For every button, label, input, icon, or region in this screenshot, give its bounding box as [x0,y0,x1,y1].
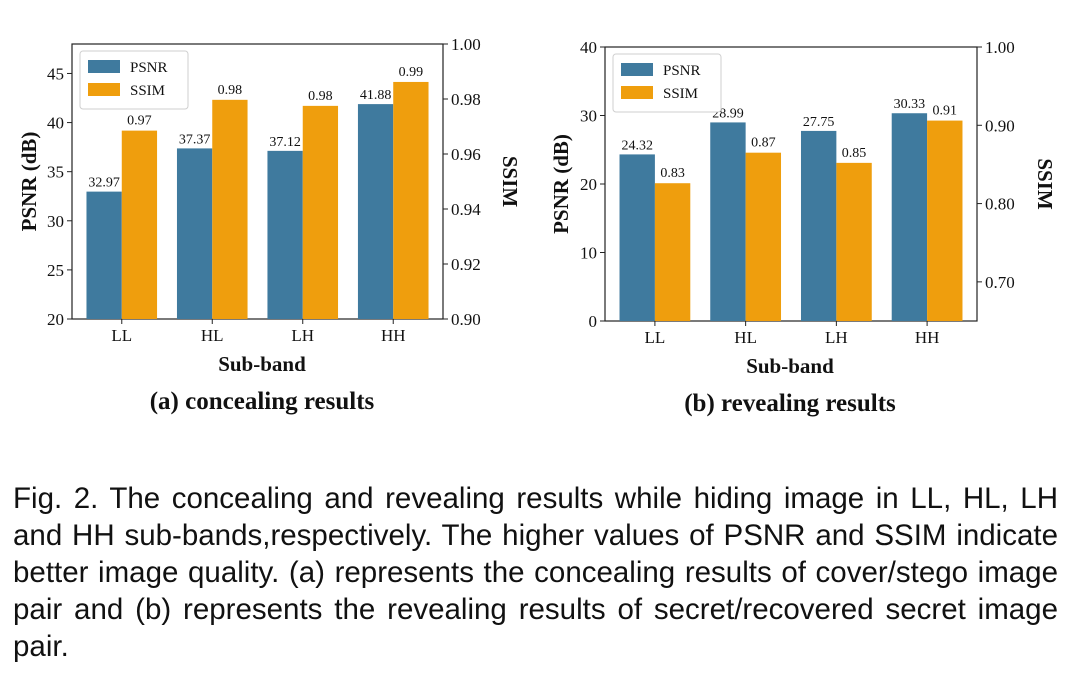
label-psnr-hh: 41.88 [360,88,392,103]
y-left-tick-label: 10 [580,244,597,263]
legend-label-psnr: PSNR [130,60,168,76]
y-left-tick-label: 30 [47,212,64,231]
bar-psnr-ll [619,154,655,321]
bar-ssim-hh [927,120,963,322]
label-psnr-hh: 30.33 [894,97,926,112]
bar-ssim-lh [836,162,872,321]
chart-caption: (a) concealing results [150,388,375,415]
x-tick-lh: LH [291,326,314,345]
y-left-tick-label: 40 [580,38,597,57]
x-tick-ll: LL [111,326,132,345]
y-left-tick-label: 20 [580,175,597,194]
y-left-tick-label: 20 [47,310,64,329]
chart-concealing: 32.97 0.97 LL 37.37 0.98 HL 37.12 0.98 LH 41.88 0.… [17,35,522,415]
y-right-axis-label: SSIM [1033,158,1057,210]
x-tick-hl: HL [734,328,757,347]
label-ssim-ll: 0.97 [127,114,152,129]
y-left-tick-label: 35 [47,163,64,182]
x-tick-lh: LH [825,328,848,347]
bar-psnr-hl [176,148,213,319]
y-right-tick-label: 1.00 [451,35,481,54]
legend-swatch-ssim [621,86,653,99]
y-left-axis-label: PSNR (dB) [549,134,573,234]
bar-ssim-hl [745,152,782,321]
label-psnr-ll: 32.97 [88,176,120,191]
y-left-tick-label: 0 [589,312,598,331]
legend-label-ssim: SSIM [663,86,698,102]
x-tick-hh: HH [381,326,406,345]
bar-ssim-ll [121,130,158,319]
bar-ssim-hl [212,99,248,319]
label-psnr-lh: 37.12 [269,135,301,150]
label-psnr-lh: 27.75 [803,115,835,130]
legend-swatch-psnr [88,60,120,73]
chart-caption: (b) revealing results [684,390,896,417]
y-left-tick-label: 25 [47,261,64,280]
y-right-tick-label: 0.90 [985,116,1015,135]
x-tick-ll: LL [645,328,666,347]
bar-psnr-hl [710,122,746,321]
legend-label-ssim: SSIM [130,83,165,99]
y-right-tick-label: 0.96 [451,145,481,164]
y-right-tick-label: 0.92 [451,255,481,274]
figure-caption: Fig. 2. The concealing and revealing res… [13,482,1058,663]
bar-psnr-lh [800,130,837,321]
y-right-tick-label: 1.00 [985,38,1015,57]
y-right-tick-label: 0.70 [985,273,1015,292]
y-right-tick-label: 0.94 [451,200,481,219]
legend-swatch-psnr [621,63,653,76]
label-ssim-hl: 0.87 [751,136,776,151]
bar-psnr-lh [267,150,303,319]
legend-label-psnr: PSNR [663,63,701,79]
bar-psnr-hh [357,104,394,319]
y-right-tick-label: 0.98 [451,90,481,109]
y-left-tick-label: 40 [47,114,64,133]
plot-frame [71,43,444,320]
label-ssim-lh: 0.98 [308,89,333,104]
label-ssim-hh: 0.99 [399,65,424,80]
y-right-axis-label: SSIM [498,156,522,208]
y-left-tick-label: 45 [47,64,64,83]
y-left-axis-label: PSNR (dB) [17,132,41,232]
label-ssim-ll: 0.83 [660,166,685,181]
label-ssim-hl: 0.98 [218,83,243,98]
label-ssim-lh: 0.85 [842,146,867,161]
x-tick-hl: HL [201,326,224,345]
label-ssim-hh: 0.91 [933,104,958,119]
x-tick-hh: HH [915,328,940,347]
y-right-tick-label: 0.90 [451,310,481,329]
bar-psnr-ll [86,191,122,319]
x-axis-label: Sub-band [746,354,834,378]
bar-ssim-ll [654,183,691,321]
label-psnr-hl: 37.37 [179,132,211,147]
bar-ssim-lh [302,105,339,319]
y-left-tick-label: 30 [580,107,597,126]
y-right-tick-label: 0.80 [985,195,1015,214]
bar-ssim-hh [393,81,429,319]
label-psnr-ll: 24.32 [621,138,653,153]
legend-swatch-ssim [88,83,120,96]
x-axis-label: Sub-band [218,352,306,376]
bar-psnr-hh [891,113,928,321]
